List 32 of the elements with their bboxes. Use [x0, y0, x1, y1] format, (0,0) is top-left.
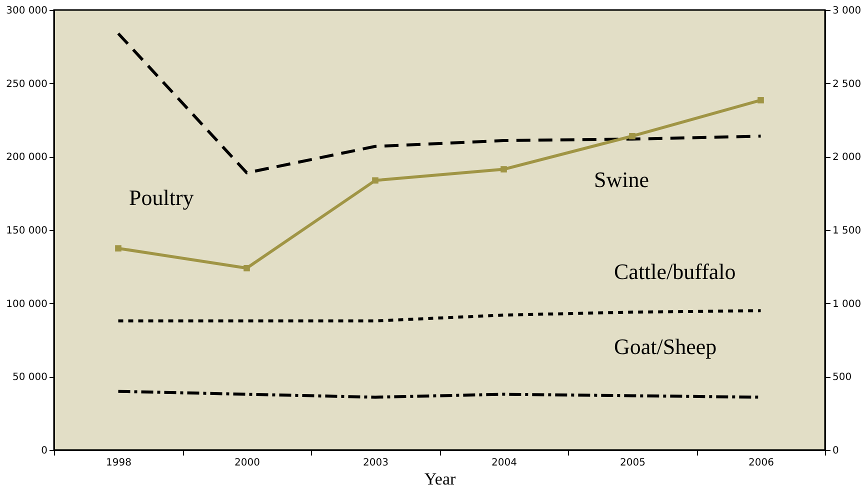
y-tick-label: 0 [41, 446, 48, 456]
y-tick-label: 150 000 [6, 226, 48, 236]
point [372, 177, 378, 184]
y2-tick-label: 500 [832, 372, 852, 384]
point [758, 97, 764, 104]
y2-tick-label: 2 500 [832, 78, 862, 90]
x-tick-label: 2004 [492, 458, 517, 468]
x-tick-label: 2003 [363, 458, 388, 468]
y-tick-label: 50 000 [12, 372, 48, 384]
x-axis-title: Year [424, 470, 456, 488]
point [244, 264, 250, 272]
x-tick-label: 2005 [620, 458, 646, 468]
line-series [116, 309, 762, 322]
y-tick-label: 250 000 [6, 78, 48, 90]
annotation: Goat/Sheep [614, 334, 717, 359]
point [115, 245, 122, 252]
y2-tick-label: 0 [832, 446, 839, 456]
y-tick-label: 200 000 [6, 152, 48, 164]
y2-tick-label: 3 000 [832, 6, 862, 16]
annotation: Poultry [129, 185, 194, 210]
point [500, 166, 507, 172]
x-tick-label: 2006 [748, 458, 774, 468]
point [629, 132, 636, 140]
annotation: Cattle/buffalo [614, 259, 736, 284]
x-tick-label: 2000 [234, 458, 260, 468]
y-tick-label: 100 000 [6, 298, 48, 310]
x-tick-label: 1998 [106, 458, 132, 468]
annotation: Swine [594, 167, 649, 192]
y2-tick-label: 1 000 [832, 298, 862, 310]
y2-tick-label: 1 500 [832, 226, 862, 236]
y-tick-label: 300 000 [6, 6, 48, 16]
y2-tick-label: 2 000 [832, 152, 862, 164]
